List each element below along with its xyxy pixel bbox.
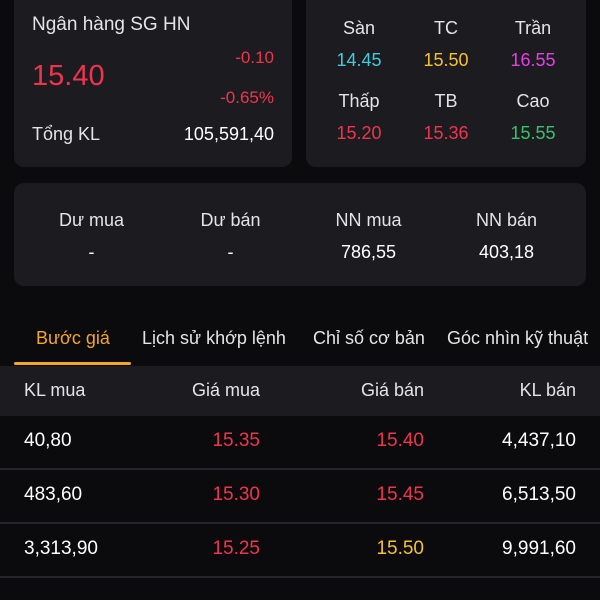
- foreign-trading-card: Dư mua - Dư bán - NN mua 786,55 NN bán 4…: [14, 183, 586, 286]
- ask-price: 15.45: [376, 484, 424, 505]
- ceiling-price-label: Trần: [514, 18, 552, 38]
- order-book-row[interactable]: 40,80 15.35 15.40 4,437,10: [0, 416, 600, 470]
- high-price-label: Cao: [516, 91, 550, 111]
- total-volume-value: 105,591,40: [183, 124, 274, 144]
- foreign-sell-label: NN bán: [475, 210, 538, 230]
- high-price-value: 15.55: [510, 123, 556, 143]
- detail-tabs: Bước giá Lịch sử khớp lệnh Chỉ số cơ bản…: [0, 318, 600, 367]
- bid-volume: 483,60: [24, 484, 83, 505]
- tab-price-steps[interactable]: Bước giá: [36, 328, 110, 348]
- floor-price-label: Sàn: [342, 18, 376, 38]
- bid-volume: 40,80: [24, 430, 72, 451]
- remaining-buy-value: -: [88, 242, 95, 262]
- ask-volume: 6,513,50: [502, 484, 576, 505]
- foreign-buy-value: 786,55: [340, 242, 397, 262]
- price-change: -0.10: [235, 48, 274, 67]
- bid-volume: 3,313,90: [24, 538, 98, 559]
- bid-volume-header: KL mua: [24, 380, 86, 400]
- low-price-label: Thấp: [338, 91, 380, 111]
- ask-volume: 9,991,60: [502, 538, 576, 559]
- tab-fundamentals[interactable]: Chỉ số cơ bản: [313, 328, 425, 348]
- low-price-value: 15.20: [336, 123, 382, 143]
- remaining-sell-value: -: [227, 242, 234, 262]
- foreign-buy-label: NN mua: [335, 210, 402, 230]
- total-volume-label: Tổng KL: [32, 124, 101, 144]
- active-tab-indicator: [14, 362, 131, 365]
- bid-price: 15.25: [212, 538, 260, 559]
- ask-price-header: Giá bán: [360, 380, 424, 400]
- ask-price: 15.40: [376, 430, 424, 451]
- reference-price-label: TC: [434, 18, 458, 38]
- ceiling-price-value: 16.55: [510, 50, 556, 70]
- bid-price: 15.35: [212, 430, 260, 451]
- bid-price-header: Giá mua: [191, 380, 260, 400]
- order-book-header: KL mua Giá mua Giá bán KL bán: [0, 366, 600, 416]
- bid-price: 15.30: [212, 484, 260, 505]
- price-levels-card: Sàn 14.45 TC 15.50 Trần 16.55 Thấp 15.20…: [306, 0, 586, 167]
- reference-price-value: 15.50: [423, 50, 469, 70]
- stock-summary-card: Ngân hàng SG HN 15.40 -0.10 -0.65% Tổng …: [14, 0, 292, 167]
- ask-volume: 4,437,10: [502, 430, 576, 451]
- remaining-buy-label: Dư mua: [58, 210, 125, 230]
- foreign-sell-value: 403,18: [478, 242, 535, 262]
- average-price-label: TB: [434, 91, 458, 111]
- tab-match-history[interactable]: Lịch sử khớp lệnh: [142, 328, 286, 348]
- remaining-sell-label: Dư bán: [200, 210, 261, 230]
- order-book-row[interactable]: 3,313,90 15.25 15.50 9,991,60: [0, 524, 600, 578]
- floor-price-value: 14.45: [336, 50, 382, 70]
- ask-volume-header: KL bán: [519, 380, 576, 400]
- tab-technical-view[interactable]: Góc nhìn kỹ thuật: [447, 328, 589, 348]
- order-book-row[interactable]: 483,60 15.30 15.45 6,513,50: [0, 470, 600, 524]
- current-price: 15.40: [32, 60, 105, 92]
- price-change-percent: -0.65%: [220, 88, 274, 107]
- stock-name: Ngân hàng SG HN: [32, 14, 191, 35]
- ask-price: 15.50: [376, 538, 424, 559]
- average-price-value: 15.36: [423, 123, 469, 143]
